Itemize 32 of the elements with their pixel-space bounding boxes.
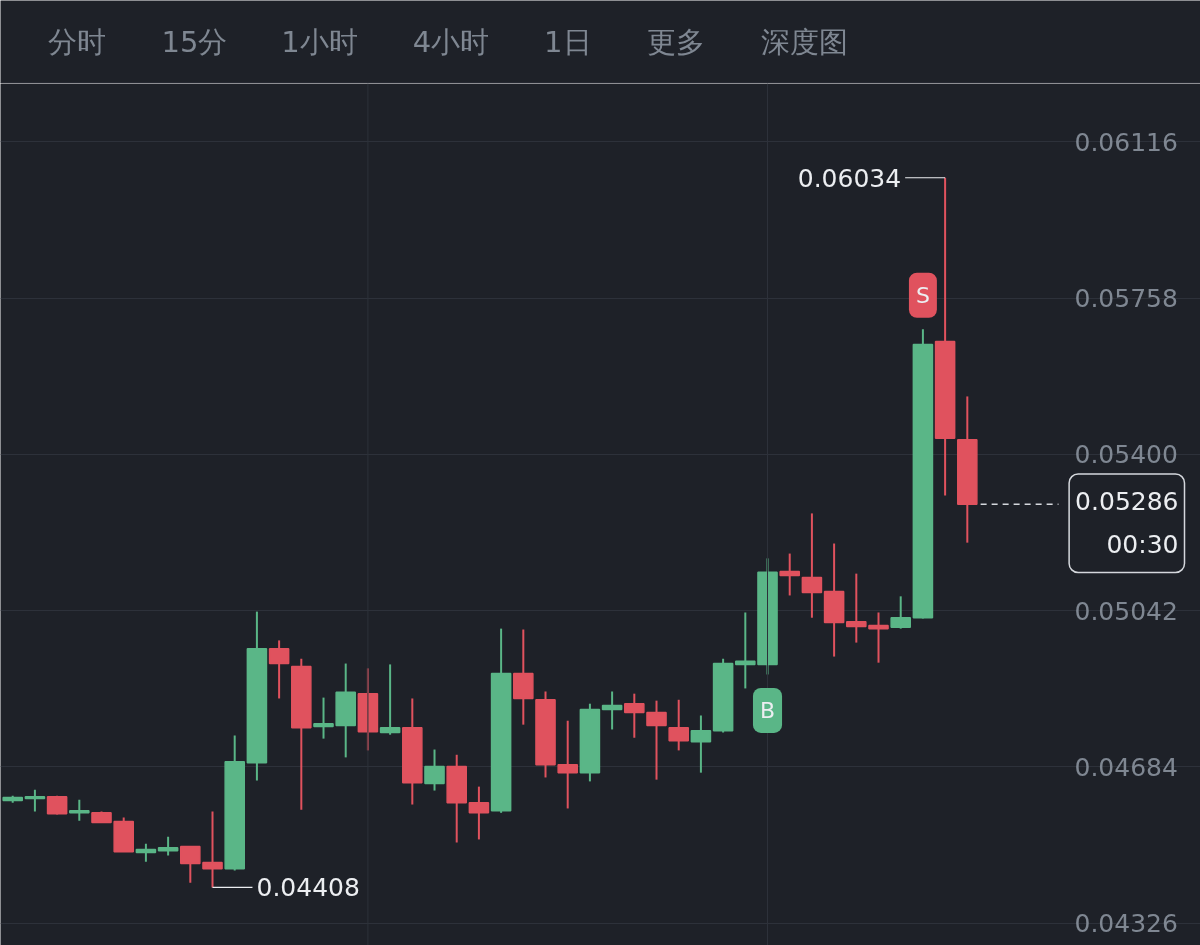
- text: 分时: [47, 25, 106, 59]
- text: 15分: [161, 25, 228, 59]
- candlestick: [601, 690, 623, 731]
- text: 0.06034: [797, 163, 902, 193]
- candlestick: [801, 512, 823, 619]
- y-tick-label: 0.04684: [1074, 752, 1178, 782]
- candlestick: [268, 639, 290, 700]
- ref-line-label: 0.05286 00:30: [1075, 486, 1179, 560]
- candlestick: [379, 663, 401, 736]
- candlestick: [690, 714, 712, 774]
- text: 4小时: [412, 25, 490, 59]
- y-tick-label: 0.05042: [1074, 596, 1178, 626]
- candlestick: [468, 785, 490, 841]
- text: 更多: [646, 25, 705, 59]
- candlestick: [24, 788, 46, 813]
- annotation: S: [915, 282, 930, 308]
- annotation: B: [759, 697, 776, 723]
- y-tick-label: 0.05758: [1074, 284, 1178, 314]
- candlestick: [557, 719, 579, 810]
- text: 0.04408: [256, 873, 360, 903]
- text: 深度图: [760, 25, 848, 59]
- text: 1小时: [281, 25, 358, 59]
- candlestick: [157, 835, 179, 857]
- y-tick-label: 0.04326: [1074, 909, 1178, 939]
- candlestick: [779, 552, 801, 597]
- candlestick: [69, 798, 90, 822]
- text: 1日: [544, 25, 592, 59]
- candlestick: [890, 595, 912, 630]
- y-tick-label: 0.06116: [1074, 127, 1178, 157]
- y-tick-label: 0.05400: [1074, 440, 1178, 470]
- candlestick: [424, 748, 445, 792]
- candlestick: [668, 698, 690, 752]
